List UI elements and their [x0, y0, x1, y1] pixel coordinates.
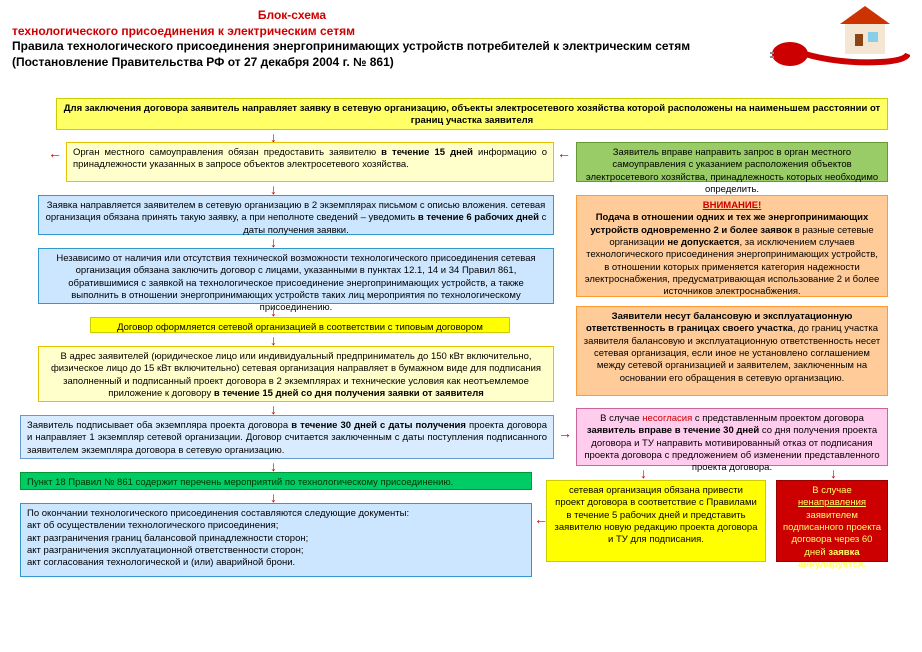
- text: В случае: [600, 413, 642, 424]
- text: с представленным проектом договора: [692, 413, 864, 424]
- title-line1: Блок-схема: [192, 8, 392, 24]
- list-item: акт согласования технологической и (или)…: [27, 557, 525, 569]
- header: Блок-схема технологического присоединени…: [0, 0, 922, 74]
- text: в течение 30 дней с даты получения: [291, 420, 466, 431]
- text: В случае: [812, 485, 852, 496]
- text: ненаправления: [798, 497, 866, 508]
- arrow-1b: [557, 144, 571, 162]
- arrow-9: [534, 510, 548, 528]
- box-left-5: В адрес заявителей (юридическое лицо или…: [38, 346, 554, 402]
- box-pink-disagree: В случае несогласия с представленным про…: [576, 408, 888, 466]
- box-main-start: Для заключения договора заявитель направ…: [56, 98, 888, 130]
- box-left-1: Орган местного самоуправления обязан пре…: [66, 142, 554, 182]
- arrow-1c: [48, 144, 62, 162]
- box-left-3: Независимо от наличия или отсутствия тех…: [38, 248, 554, 304]
- header-illustration: [760, 4, 910, 76]
- text: в течение 15 дней со дня получения заявк…: [214, 388, 484, 399]
- box-bottom-mid: сетевая организация обязана привести про…: [546, 480, 766, 562]
- text: в течение 6 рабочих дней: [418, 212, 539, 223]
- list-item: акт об осуществлении технологического пр…: [27, 520, 525, 532]
- box-bottom-red: В случае ненаправления заявителем подпис…: [776, 480, 888, 562]
- box-bottom-left: По окончании технологического присоедине…: [20, 503, 532, 577]
- bottom-left-title: По окончании технологического присоедине…: [27, 508, 525, 520]
- attention-title: ВНИМАНИЕ!: [583, 200, 881, 212]
- text: в течение 15 дней: [381, 147, 473, 158]
- arrow-6r: [558, 424, 572, 442]
- box-left-6: Заявитель подписывает оба экземпляра про…: [20, 415, 554, 459]
- text: заявитель вправе в течение 30 дней: [587, 425, 759, 436]
- box-attention: ВНИМАНИЕ! Подача в отношении одних и тех…: [576, 195, 888, 297]
- list-item: акт разграничения эксплуатационной ответ…: [27, 545, 525, 557]
- box-left-2: Заявка направляется заявителем в сетевую…: [38, 195, 554, 235]
- text: несогласия: [642, 413, 692, 424]
- box-right-green: Заявитель вправе направить запрос в орга…: [576, 142, 888, 182]
- text: Заявитель подписывает оба экземпляра про…: [27, 420, 291, 431]
- box-orange-responsibility: Заявители несут балансовую и эксплуатаци…: [576, 306, 888, 396]
- box-left-4: Договор оформляется сетевой организацией…: [90, 317, 510, 333]
- text: не допускается: [667, 237, 739, 248]
- list-item: акт разграничения границ балансовой прин…: [27, 533, 525, 545]
- text: Орган местного самоуправления обязан пре…: [73, 147, 381, 158]
- title-line3: Правила технологического присоединения э…: [12, 39, 752, 55]
